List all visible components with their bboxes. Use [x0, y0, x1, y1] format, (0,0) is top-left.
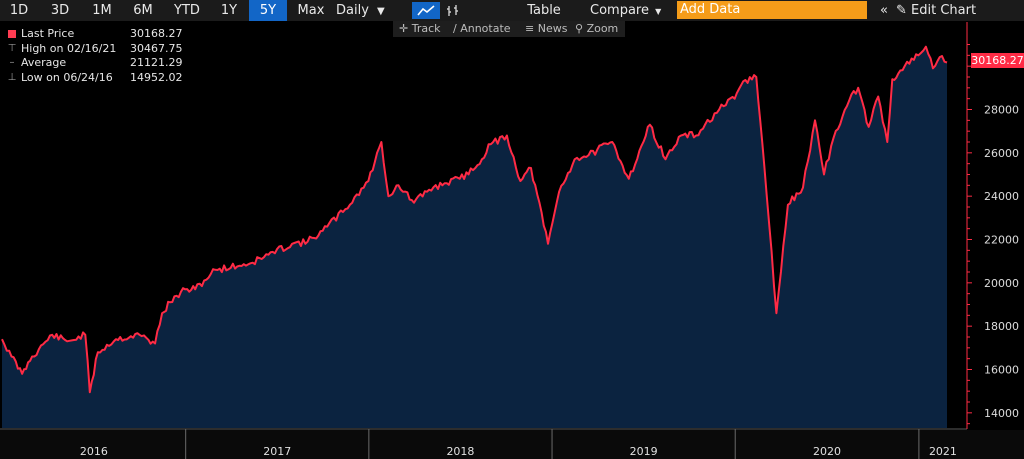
annotate-label: Annotate	[460, 22, 511, 35]
range-ytd-button[interactable]: YTD	[174, 3, 200, 18]
dropdown-arrow-icon: ▼	[655, 7, 662, 16]
annotate-tool[interactable]: ∕ Annotate	[453, 21, 511, 37]
x-tick-label: 2019	[630, 445, 658, 458]
range-1m-button[interactable]: 1M	[92, 3, 112, 18]
frequency-select[interactable]: Daily ▼	[336, 0, 402, 21]
y-tick-label: 18000	[984, 320, 1019, 333]
news-label: News	[537, 22, 568, 35]
range-5y-button[interactable]: 5Y	[249, 0, 287, 21]
legend-average: – Average 21121.29	[6, 56, 186, 71]
legend-value: 14952.02	[130, 70, 183, 84]
crosshair-icon: ✛	[399, 22, 409, 35]
compare-label: Compare	[590, 3, 649, 18]
x-tick-label: 2017	[263, 445, 291, 458]
zoom-label: Zoom	[586, 22, 619, 35]
range-3d-button[interactable]: 3D	[50, 3, 70, 18]
track-tool[interactable]: ✛ Track	[399, 21, 441, 37]
chart-legend: Last Price 30168.27 ⊤ High on 02/16/21 3…	[6, 27, 186, 85]
y-tick-label: 16000	[984, 364, 1019, 377]
range-1d-button[interactable]: 1D	[9, 3, 29, 18]
range-1y-button[interactable]: 1Y	[220, 3, 238, 18]
y-tick-label: 24000	[984, 190, 1019, 203]
y-tick-label: 28000	[984, 104, 1019, 117]
high-marker-icon: ⊤	[7, 42, 17, 54]
last-price-swatch-icon	[8, 30, 16, 38]
x-tick-label: 2020	[813, 445, 841, 458]
frequency-label: Daily	[336, 3, 369, 18]
dropdown-arrow-icon: ▼	[377, 6, 385, 17]
news-icon: ≡	[525, 22, 535, 35]
series-area	[2, 46, 947, 428]
legend-label: Low on 06/24/16	[21, 70, 113, 84]
edit-chart-label: Edit Chart	[911, 3, 977, 18]
range-max-button[interactable]: Max	[297, 3, 325, 18]
table-button[interactable]: Table	[527, 3, 561, 18]
legend-high: ⊤ High on 02/16/21 30467.75	[6, 42, 186, 57]
y-tick-label: 20000	[984, 277, 1019, 290]
legend-last-price: Last Price 30168.27	[6, 27, 186, 42]
x-axis: 2016 2017 2018 2019 2020 2021	[0, 428, 1024, 459]
series-line	[1, 45, 948, 394]
pencil-icon: ✎	[896, 3, 907, 18]
chart-toolbar: 1D 3D 1M 6M YTD 1Y 5Y Max Daily ▼ Table …	[0, 0, 1024, 21]
add-data-input[interactable]: Add Data	[677, 1, 867, 19]
legend-label: Last Price	[21, 27, 75, 40]
x-tick-label: 2018	[446, 445, 474, 458]
edit-chart-button[interactable]: ✎ Edit Chart	[896, 0, 1024, 21]
chart-subtoolbar: ✛ Track ∕ Annotate ≡ News ⚲ Zoom	[393, 21, 625, 37]
legend-label: High on 02/16/21	[21, 41, 117, 55]
y-tick-label: 22000	[984, 234, 1019, 247]
news-tool[interactable]: ≡ News	[525, 21, 567, 37]
legend-low: ⊥ Low on 06/24/16 14952.02	[6, 71, 186, 86]
low-marker-icon: ⊥	[7, 71, 17, 83]
legend-value: 30168.27	[130, 27, 183, 40]
x-tick-label: 2021	[929, 445, 957, 458]
collapse-left-icon[interactable]: «	[880, 3, 888, 18]
last-price-tag: 30168.27	[971, 53, 1024, 68]
y-tick-label: 26000	[984, 147, 1019, 160]
bar-chart-icon[interactable]	[442, 2, 464, 19]
chart-area-layer	[1, 45, 948, 428]
range-6m-button[interactable]: 6M	[133, 3, 153, 18]
line-chart-icon[interactable]	[412, 2, 440, 19]
x-axis-band	[0, 430, 1024, 459]
legend-value: 21121.29	[130, 56, 183, 69]
legend-value: 30467.75	[130, 41, 183, 55]
annotate-icon: ∕	[453, 22, 457, 35]
zoom-tool[interactable]: ⚲ Zoom	[575, 21, 618, 37]
y-tick-label: 14000	[984, 407, 1019, 420]
zoom-icon: ⚲	[575, 22, 584, 35]
average-marker-icon: –	[9, 57, 15, 68]
compare-button[interactable]: Compare ▼	[590, 0, 672, 21]
track-label: Track	[411, 22, 441, 35]
x-tick-label: 2016	[80, 445, 108, 458]
legend-label: Average	[21, 56, 67, 69]
y-axis: 14000 16000 18000 20000 22000 24000 26000 28000	[966, 22, 1019, 429]
